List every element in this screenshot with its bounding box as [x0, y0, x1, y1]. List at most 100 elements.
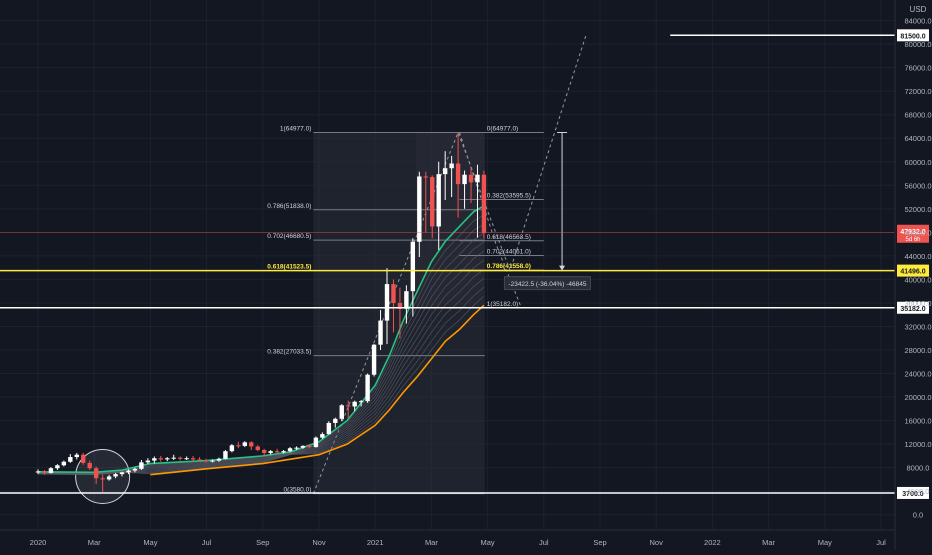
candle-body [410, 241, 416, 292]
price-tick-label: 44000.0 [904, 252, 931, 261]
moving-averages-layer [37, 205, 485, 476]
time-tick-label: Jul [202, 538, 212, 547]
price-tick-label: 72000.0 [904, 87, 931, 96]
candle-body [262, 450, 267, 453]
candle-body [268, 451, 273, 453]
time-axis[interactable]: 2020 Mar May Jul Sep Nov 2021 Mar May Jul Sep Nov 20… [0, 529, 895, 547]
price-tag [897, 29, 929, 42]
candle-body [139, 462, 144, 469]
price-tick-label: 64000.0 [904, 134, 931, 143]
candle-body [404, 291, 409, 309]
candle-body [145, 460, 151, 463]
candle-body [229, 445, 235, 452]
fib-right-label: 0.786(41558.0) [487, 263, 531, 270]
candle-body [48, 468, 54, 473]
ma-fan-line [37, 223, 485, 474]
price-axis[interactable]: 0.0 4000.0 8000.0 12000.0 16000.0 20000.0 2400… [894, 0, 932, 550]
price-tick-label: 16000.0 [904, 417, 931, 426]
ma-fan-line [37, 232, 485, 474]
candle-body [391, 284, 396, 303]
fib-left-label: 1(64977.0) [280, 125, 311, 132]
price-tick-label: 52000.0 [904, 205, 931, 214]
fib-levels-layer: 1(64977.0) 0.786(51838.0) 0.702(46680.5) 0.… [267, 125, 544, 495]
time-tick-label: 2022 [704, 538, 721, 547]
price-tick-label: 0.0 [913, 511, 923, 520]
price-tag [897, 486, 929, 499]
candle-body [42, 471, 47, 473]
candle-body [165, 458, 170, 460]
candle-body [113, 474, 118, 477]
ma-fan-line [37, 286, 485, 475]
time-tick-label: Nov [650, 538, 664, 547]
price-tick-label: 56000.0 [904, 181, 931, 190]
candle-body [339, 405, 344, 419]
candle-body [126, 470, 131, 473]
candle-body [455, 163, 461, 185]
candle-body [365, 374, 370, 402]
candle-body [436, 174, 441, 227]
candle-body [358, 401, 364, 403]
measure-label: -23422.5 (-36.04%) -46845 [508, 281, 586, 288]
price-tick-label: 36000.0 [904, 299, 931, 308]
candle-body [184, 458, 189, 460]
candle-body [449, 163, 454, 169]
candle-body [242, 442, 248, 446]
candle-body [326, 422, 332, 435]
fib-right-label: 0.702(44061.0) [487, 249, 531, 256]
fib-left-label: 0.618(41523.5) [267, 263, 311, 270]
candle-body [281, 451, 286, 453]
candle-body [210, 460, 215, 462]
candle-body [371, 344, 377, 375]
candle-body [320, 434, 325, 438]
candle-body [55, 465, 60, 469]
fib-right-label: 0(64977.0) [487, 125, 518, 132]
time-tick-label: May [818, 538, 832, 547]
candle-body [132, 468, 138, 471]
price-tag-label: 3700.0 [902, 491, 924, 498]
candle-body [352, 401, 357, 407]
time-tick-label: Mar [88, 538, 101, 547]
candle-body [106, 476, 112, 480]
price-tick-label: 4000.0 [907, 487, 930, 496]
price-tick-label: 28000.0 [904, 346, 931, 355]
price-tick-label: 68000.0 [904, 111, 931, 120]
ma-fan-line [37, 259, 485, 475]
candle-body [81, 454, 86, 463]
price-tick-label: 76000.0 [904, 64, 931, 73]
candle-body [61, 461, 67, 466]
candle-body [236, 445, 241, 447]
candle-body [93, 468, 99, 479]
candle-body [100, 478, 105, 480]
ma-fan-line [37, 268, 485, 475]
candle-body [333, 418, 338, 423]
fib-left-label: 0.382(27033.5) [267, 349, 311, 356]
candle-body [171, 457, 176, 459]
time-tick-label: May [481, 538, 495, 547]
price-tick-label: 20000.0 [904, 393, 931, 402]
price-tick-label: 8000.0 [907, 464, 930, 473]
candle-body [294, 447, 299, 449]
ma-fan-line [37, 295, 485, 476]
price-tick-label: 32000.0 [904, 322, 931, 331]
ma-fan-line [37, 241, 485, 474]
current-price-tag [897, 224, 929, 243]
measure-arrow [559, 265, 566, 271]
time-tick-label: Jul [539, 538, 549, 547]
candle-body [313, 437, 319, 448]
fib-right-label: 1(35182.0) [487, 301, 518, 308]
price-tick-label: 80000.0 [904, 40, 931, 49]
price-tag [897, 301, 929, 314]
price-tag-label: 81500.0 [900, 33, 925, 40]
fib-left-label: 0(3580.0) [284, 487, 312, 494]
fib-right-label: 0.618(46563.5) [487, 234, 531, 241]
candle-body [216, 458, 222, 461]
candle-body [152, 458, 157, 461]
candle-body [346, 405, 351, 407]
price-tag [897, 264, 929, 277]
time-tick-label: Sep [256, 538, 269, 547]
candle-body [475, 174, 480, 183]
candle-body [481, 174, 487, 233]
fib-right-label: 0.382(53595.5) [487, 192, 531, 199]
